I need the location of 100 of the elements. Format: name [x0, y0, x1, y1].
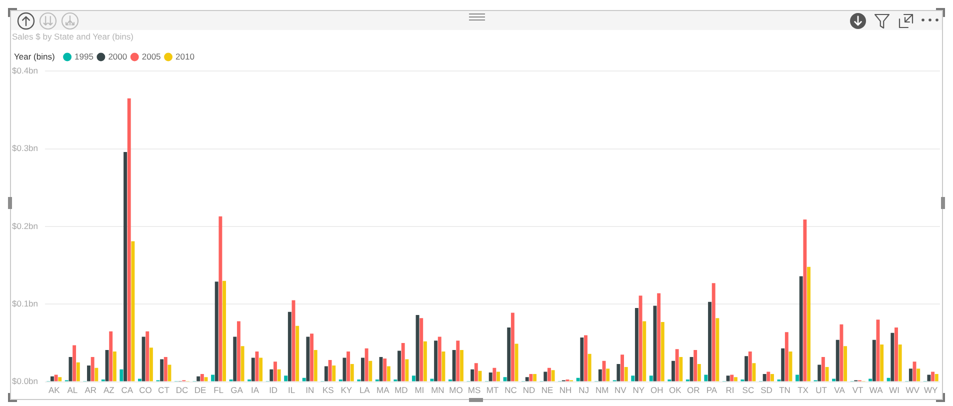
bar: [284, 376, 288, 382]
x-tick-label: MS: [468, 385, 481, 396]
bar: [642, 321, 646, 382]
legend-title: Year (bins): [14, 51, 55, 62]
bar: [547, 368, 551, 382]
bar: [598, 369, 602, 382]
bar: [386, 366, 390, 382]
x-tick-label: SD: [760, 385, 772, 396]
bar: [638, 296, 642, 382]
bar: [744, 356, 748, 382]
bar: [712, 283, 716, 382]
x-tick-label: WI: [889, 385, 900, 396]
bar: [631, 376, 635, 382]
bar: [138, 378, 142, 382]
bar: [716, 318, 720, 382]
bar: [908, 368, 912, 382]
y-tick-label: $0.1bn: [12, 298, 38, 308]
x-tick-label: CT: [158, 385, 170, 396]
x-tick-label: WA: [869, 385, 884, 396]
x-tick-label: IN: [306, 385, 314, 396]
bar: [832, 378, 836, 382]
bar: [734, 377, 738, 382]
bar: [799, 276, 803, 382]
bar: [844, 346, 848, 382]
bar: [423, 341, 427, 382]
x-tick-label: MD: [394, 385, 408, 396]
bar: [872, 340, 876, 382]
x-tick-label: ND: [522, 385, 536, 396]
x-tick-label: NE: [541, 385, 554, 396]
bar: [149, 348, 153, 382]
y-tick-label: $0.2bn: [12, 220, 38, 231]
x-tick-label: MN: [431, 385, 444, 396]
bar: [251, 358, 255, 382]
bar: [762, 374, 766, 382]
bar: [784, 332, 788, 382]
bar: [72, 345, 76, 382]
x-tick-label: MI: [414, 385, 424, 396]
bar: [474, 363, 478, 382]
bar: [398, 350, 401, 382]
x-tick-label: DE: [194, 385, 206, 396]
bar: [87, 365, 90, 382]
x-tick-label: ID: [269, 385, 278, 396]
bar: [510, 312, 514, 382]
x-tick-label: OK: [669, 385, 682, 396]
bar: [672, 360, 675, 382]
bar: [606, 368, 610, 382]
bar: [434, 340, 438, 382]
bar: [240, 346, 244, 382]
bar: [296, 326, 300, 382]
bar: [302, 378, 306, 382]
bar: [196, 376, 200, 382]
bar: [452, 350, 456, 382]
bar: [342, 358, 346, 382]
bar: [460, 350, 464, 382]
bar: [803, 220, 807, 382]
bar: [50, 376, 54, 382]
bar: [76, 362, 80, 382]
bar: [438, 336, 442, 382]
bar: [492, 368, 496, 382]
bar: [109, 331, 113, 382]
bar: [288, 312, 292, 382]
bar: [200, 374, 204, 382]
x-tick-label: NV: [614, 385, 627, 396]
x-tick-label: NC: [504, 385, 517, 396]
bar: [697, 364, 701, 382]
bar: [533, 374, 537, 382]
bar: [927, 374, 931, 382]
bar: [54, 374, 58, 382]
bar: [146, 331, 150, 382]
bar: [694, 350, 698, 382]
bar: [350, 364, 354, 382]
x-tick-label: VA: [834, 385, 846, 396]
bar: [660, 322, 664, 382]
bar: [204, 377, 208, 382]
x-tick-label: MO: [449, 385, 464, 396]
bar: [270, 369, 274, 382]
bar: [214, 282, 218, 382]
legend-label: 2000: [108, 51, 128, 62]
bar: [836, 340, 840, 382]
bar: [412, 376, 416, 382]
bar: [770, 374, 774, 382]
bar: [616, 364, 620, 382]
bar: [112, 352, 116, 382]
bar: [488, 372, 492, 382]
bar: [781, 348, 785, 382]
legend-label: 2005: [142, 51, 162, 62]
chart-title: Sales $ by State and Year (bins): [12, 31, 134, 42]
x-tick-label: UT: [816, 385, 827, 396]
bar: [704, 374, 708, 382]
bar: [766, 372, 770, 382]
bar: [730, 374, 734, 382]
bar: [496, 372, 500, 382]
bar: [726, 376, 730, 382]
bar: [825, 367, 829, 382]
y-tick-label: $0.3bn: [12, 143, 38, 154]
bar: [752, 363, 756, 382]
legend-label: 1995: [74, 51, 94, 62]
x-tick-label: GA: [230, 385, 244, 396]
x-tick-label: CO: [139, 385, 152, 396]
bar: [328, 360, 332, 382]
